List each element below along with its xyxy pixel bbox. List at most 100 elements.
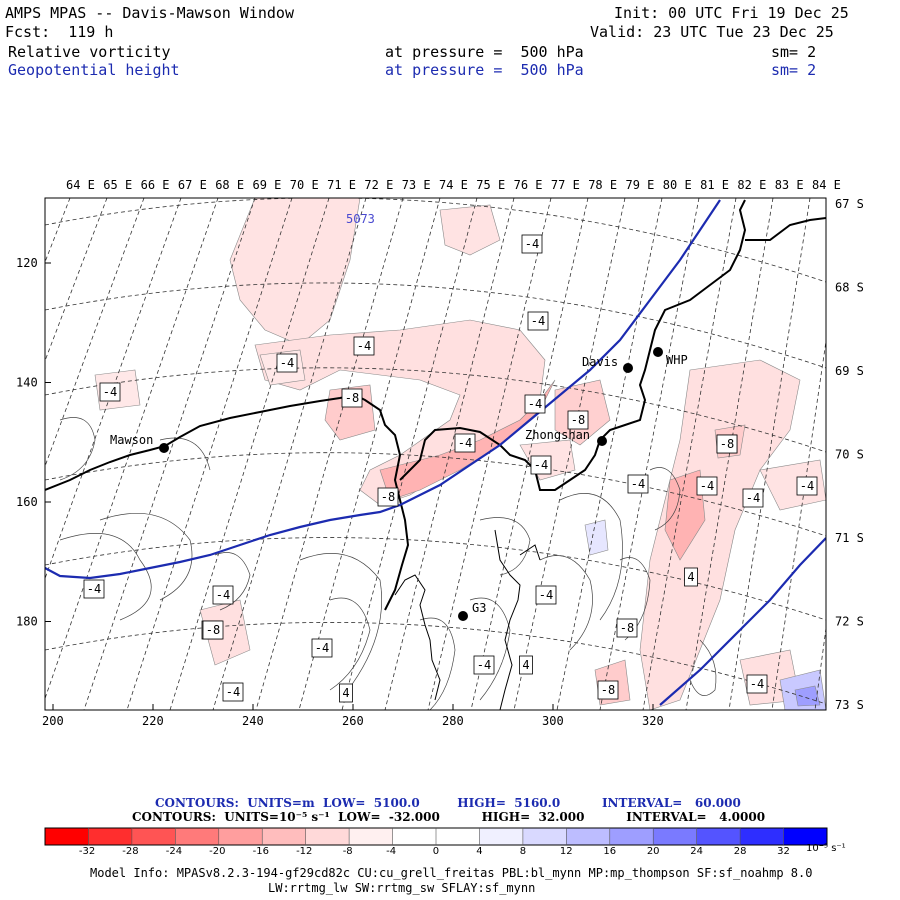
contour-label-box <box>746 674 768 694</box>
colorbar-tick-label: -4 <box>386 846 397 857</box>
x-tick-label: 200 <box>42 714 64 728</box>
field2-smoothing: sm= 2 <box>771 61 817 79</box>
forecast-hour: Fcst: 119 h <box>5 23 114 41</box>
latitude-label: 69 S <box>835 364 864 378</box>
contour-label-box <box>339 683 353 703</box>
contour-label-box <box>527 311 549 331</box>
longitude-label: 69 E <box>253 178 282 192</box>
colorbar-unit: 10⁻⁵ s⁻¹ <box>806 843 846 854</box>
contour-label-box <box>530 455 552 475</box>
contour-value-labels: -4 -4 -4 -4 -4 -8 -4 -4 -8 -4 -4 -8 -4 -4 -4 -8 -4 -4 -4 -8… <box>83 234 818 703</box>
longitude-label: 73 E <box>402 178 431 192</box>
contour-label-box <box>627 474 649 494</box>
station-dot-davis <box>623 363 633 373</box>
contour-label-box <box>616 618 638 638</box>
contour-label: -4 <box>280 356 294 370</box>
color-bar <box>44 827 828 846</box>
colorbar-tick-label: -28 <box>122 846 139 857</box>
contour-label: -4 <box>750 677 764 691</box>
longitude-lines <box>45 198 826 710</box>
x-tick-label: 280 <box>442 714 464 728</box>
contour-label: -4 <box>631 477 645 491</box>
contour-label: -8 <box>601 683 615 697</box>
contour-label-box <box>519 655 533 675</box>
contour-label: -4 <box>315 641 329 655</box>
latitude-label: 73 S <box>835 698 864 712</box>
station-dot-g3 <box>458 611 468 621</box>
height-contour-label: 5073 <box>346 212 375 226</box>
longitude-label: 67 E <box>178 178 207 192</box>
x-axis-ticks: 200 220 240 260 280 300 320 <box>42 704 664 728</box>
longitude-label: 71 E <box>327 178 356 192</box>
model-info-line2: LW:rrtmg_lw SW:rrtmg_sw SFLAY:sf_mynn <box>268 881 536 895</box>
colorbar-cell <box>349 828 393 845</box>
contour-label: -8 <box>381 490 395 504</box>
field2-name: Geopotential height <box>8 61 180 79</box>
contour-label: -4 <box>216 588 230 602</box>
colorbar-cell <box>566 828 611 845</box>
contour-label-box <box>377 487 399 507</box>
station-dot-mawson <box>159 443 169 453</box>
contour-label: -4 <box>87 582 101 596</box>
latitude-lines <box>45 198 826 705</box>
station-label-g3: G3 <box>472 601 486 615</box>
contour-label: -8 <box>345 391 359 405</box>
longitude-label: 77 E <box>551 178 580 192</box>
longitude-label: 79 E <box>626 178 655 192</box>
field1-level: at pressure = 500 hPa <box>385 43 584 61</box>
vorticity-contour-legend: CONTOURS: UNITS=10⁻⁵ s⁻¹ LOW= -32.000 HI… <box>132 810 766 824</box>
colorbar-tick-label: -20 <box>209 846 226 857</box>
contour-label: -8 <box>620 621 634 635</box>
height-contour-legend: CONTOURS: UNITS=m LOW= 5100.0 HIGH= 5160… <box>155 796 741 810</box>
colorbar-tick-label: -24 <box>165 846 183 857</box>
longitude-label: 81 E <box>700 178 729 192</box>
colorbar-tick-label: 4 <box>476 846 483 857</box>
colorbar-tick-label: -16 <box>252 846 269 857</box>
station-label-davis: Davis <box>582 355 618 369</box>
station-label-mawson: Mawson <box>110 433 153 447</box>
y-tick-label: 140 <box>16 376 38 390</box>
longitude-label: 72 E <box>364 178 393 192</box>
colorbar-tick-label: 20 <box>646 846 660 857</box>
station-dot-whp <box>653 347 663 357</box>
contour-label-box <box>202 620 224 640</box>
contour-label: -4 <box>534 458 548 472</box>
contour-label-box <box>212 585 234 605</box>
latitude-labels: 67 S 68 S 69 S 70 S 71 S 72 S 73 S <box>835 197 864 712</box>
x-tick-label: 220 <box>142 714 164 728</box>
contour-label: -4 <box>477 658 491 672</box>
contour-label-box <box>796 476 818 496</box>
geopotential-height-contours <box>45 199 826 706</box>
colorbar-cell <box>740 828 784 845</box>
x-tick-label: 260 <box>342 714 364 728</box>
colorbar-tick-label: -32 <box>78 846 96 857</box>
longitude-label: 68 E <box>215 178 244 192</box>
contour-label: 4 <box>687 570 694 584</box>
contour-label-box <box>311 638 333 658</box>
contour-label: -4 <box>357 339 371 353</box>
x-tick-label: 300 <box>542 714 564 728</box>
colorbar-tick-label: -8 <box>342 846 353 857</box>
model-info-line1: Model Info: MPASv8.2.3-194-gf29cd82c CU:… <box>90 866 813 880</box>
contour-label-box <box>276 353 298 373</box>
longitude-label: 64 E <box>66 178 95 192</box>
contour-label: -8 <box>571 413 585 427</box>
map-title: AMPS MPAS -- Davis-Mawson Window <box>5 4 294 22</box>
longitude-label: 65 E <box>103 178 132 192</box>
y-tick-label: 180 <box>16 615 38 629</box>
latitude-label: 70 S <box>835 448 864 462</box>
contour-label-box <box>99 382 121 402</box>
contour-label-box <box>521 234 543 254</box>
colorbar-cell <box>305 828 350 845</box>
contour-label-box <box>696 476 718 496</box>
ice-boundary <box>394 529 541 710</box>
contour-label: -4 <box>531 314 545 328</box>
colorbar-tick-label: 0 <box>432 846 440 857</box>
colorbar-cell <box>131 828 176 845</box>
contour-label: -4 <box>528 397 542 411</box>
contour-label: 4 <box>342 686 349 700</box>
contour-label: -8 <box>720 437 734 451</box>
contour-label: -4 <box>700 479 714 493</box>
contour-label-box <box>341 388 363 408</box>
